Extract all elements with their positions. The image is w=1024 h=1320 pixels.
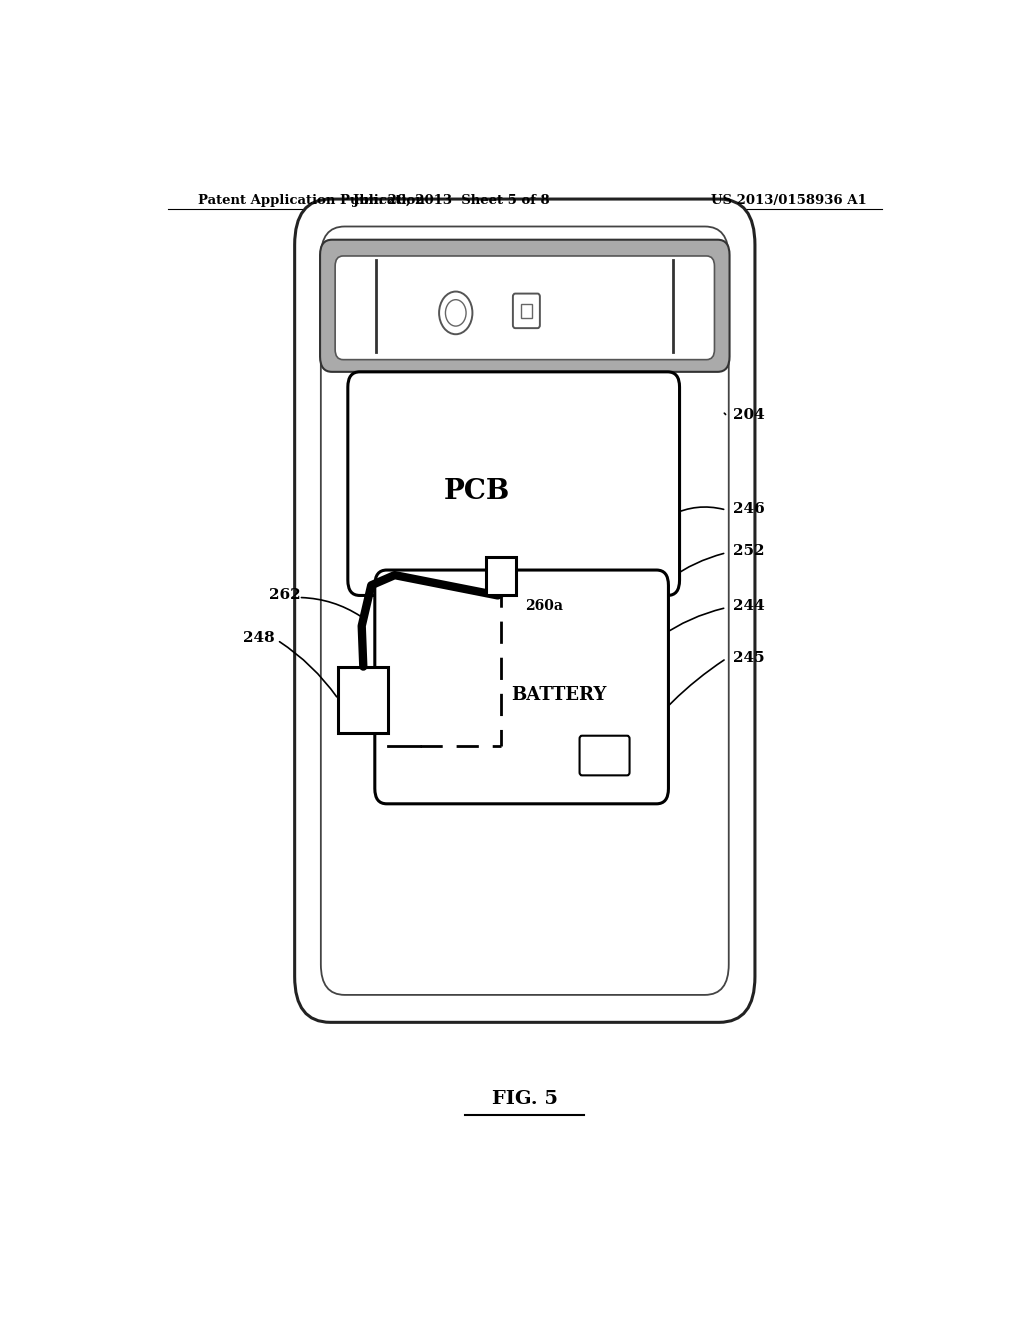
Text: Jun. 20, 2013  Sheet 5 of 8: Jun. 20, 2013 Sheet 5 of 8 [353,194,550,207]
Text: 252: 252 [733,544,764,558]
FancyBboxPatch shape [375,570,669,804]
Circle shape [439,292,472,334]
Text: FIG. 5: FIG. 5 [492,1089,558,1107]
Text: 248: 248 [243,631,274,645]
Text: 244: 244 [733,598,765,612]
Text: 245: 245 [733,652,764,665]
Text: 246: 246 [733,502,765,516]
FancyBboxPatch shape [521,304,531,318]
FancyBboxPatch shape [348,372,680,595]
Text: US 2013/0158936 A1: US 2013/0158936 A1 [712,194,867,207]
FancyBboxPatch shape [513,293,540,329]
Text: 262: 262 [269,589,301,602]
Text: PCB: PCB [444,478,510,506]
Text: Patent Application Publication: Patent Application Publication [198,194,425,207]
Text: 204: 204 [733,408,765,421]
Text: 200: 200 [537,246,568,259]
Text: BATTERY: BATTERY [511,686,606,704]
FancyBboxPatch shape [295,199,755,1022]
FancyBboxPatch shape [580,735,630,775]
Text: 202: 202 [325,292,356,306]
FancyBboxPatch shape [335,256,715,359]
Circle shape [445,300,466,326]
FancyBboxPatch shape [321,227,729,995]
Bar [486,557,516,595]
Bar [338,667,388,733]
FancyBboxPatch shape [321,240,729,372]
Text: 260a: 260a [524,598,563,612]
Text: 260: 260 [404,793,436,808]
